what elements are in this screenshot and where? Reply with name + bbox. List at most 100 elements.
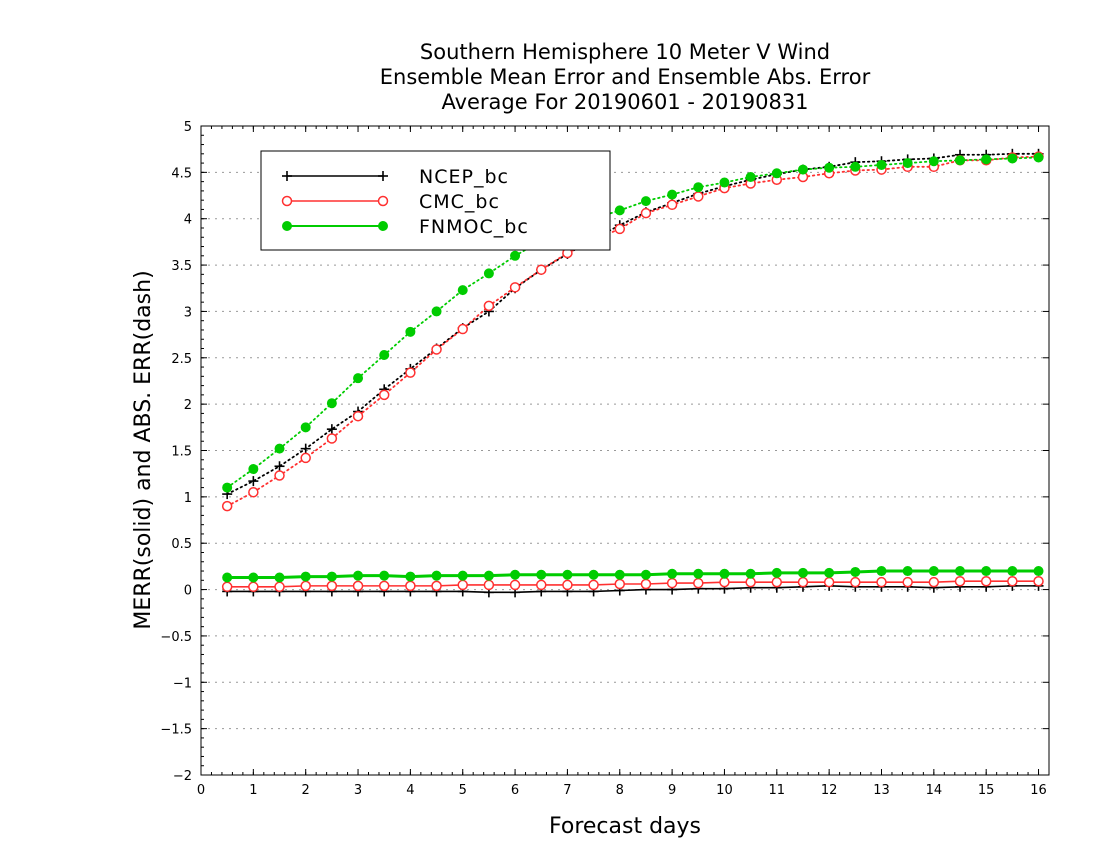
y-tick-label: −1 xyxy=(173,676,192,691)
merr-point-fnmoc-bc xyxy=(510,569,521,580)
x-tick-label: 15 xyxy=(978,783,995,798)
abserr-point-fnmoc-bc xyxy=(1033,152,1044,163)
abserr-line-fnmoc-bc xyxy=(226,156,1040,489)
y-tick-label: −0.5 xyxy=(160,630,192,645)
merr-point-fnmoc-bc xyxy=(667,568,678,579)
series-cmc-bc xyxy=(221,151,1044,593)
merr-point-fnmoc-bc xyxy=(431,570,442,581)
merr-point-cmc-bc xyxy=(483,579,495,591)
abserr-point-fnmoc-bc xyxy=(797,164,808,175)
abserr-point-cmc-bc xyxy=(483,300,495,312)
merr-point-fnmoc-bc xyxy=(222,572,233,583)
title-line-2: Ensemble Mean Error and Ensemble Abs. Er… xyxy=(380,65,871,89)
merr-point-cmc-bc xyxy=(797,576,809,588)
merr-point-fnmoc-bc xyxy=(719,568,730,579)
x-tick-label: 0 xyxy=(197,783,205,798)
y-tick-label: 2 xyxy=(184,398,192,413)
merr-point-fnmoc-bc xyxy=(693,568,704,579)
abserr-point-fnmoc-bc xyxy=(719,177,730,188)
abserr-point-fnmoc-bc xyxy=(379,350,390,361)
legend-entry-ncep-bc: NCEP_bc xyxy=(282,166,508,188)
merr-point-cmc-bc xyxy=(274,581,285,593)
merr-point-fnmoc-bc xyxy=(850,566,861,577)
abserr-point-fnmoc-bc xyxy=(405,326,416,337)
abserr-point-fnmoc-bc xyxy=(667,189,678,200)
abserr-point-cmc-bc xyxy=(405,367,416,378)
merr-point-cmc-bc xyxy=(719,576,730,588)
merr-point-cmc-bc xyxy=(300,580,311,592)
legend-marker-fnmoc-bc xyxy=(378,221,388,231)
legend-label-fnmoc-bc: FNMOC_bc xyxy=(419,216,529,238)
abserr-point-cmc-bc xyxy=(221,500,233,512)
abserr-point-cmc-bc xyxy=(457,323,468,335)
x-tick-label: 9 xyxy=(668,783,676,798)
y-tick-label: 3.5 xyxy=(171,259,192,274)
merr-point-cmc-bc xyxy=(378,580,390,592)
merr-point-fnmoc-bc xyxy=(353,570,364,581)
legend-marker-cmc-bc xyxy=(281,195,293,207)
abserr-point-cmc-bc xyxy=(535,264,547,275)
merr-point-cmc-bc xyxy=(248,581,259,593)
abserr-point-ncep-bc xyxy=(326,424,337,435)
merr-point-cmc-bc xyxy=(352,580,364,592)
abserr-point-fnmoc-bc xyxy=(353,373,364,384)
abserr-point-fnmoc-bc xyxy=(955,155,966,166)
x-tick-label: 1 xyxy=(249,783,257,798)
merr-point-fnmoc-bc xyxy=(300,571,311,582)
merr-point-fnmoc-bc xyxy=(1033,566,1044,577)
merr-point-cmc-bc xyxy=(1007,575,1018,587)
merr-point-fnmoc-bc xyxy=(955,566,966,577)
y-tick-label: 5 xyxy=(184,120,192,135)
merr-point-cmc-bc xyxy=(771,576,783,588)
merr-point-cmc-bc xyxy=(457,579,468,591)
legend-entry-fnmoc-bc: FNMOC_bc xyxy=(282,216,529,238)
merr-point-fnmoc-bc xyxy=(981,566,992,577)
merr-point-cmc-bc xyxy=(850,576,861,588)
chart-title: Southern Hemisphere 10 Meter V WindEnsem… xyxy=(380,40,871,114)
legend-marker-ncep-bc xyxy=(282,171,292,181)
merr-point-cmc-bc xyxy=(562,579,573,591)
merr-point-cmc-bc xyxy=(431,580,442,592)
abserr-point-fnmoc-bc xyxy=(248,464,259,475)
y-axis-label: MERR(solid) and ABS. ERR(dash) xyxy=(131,270,156,629)
series-fnmoc-bc xyxy=(222,152,1044,583)
legend-marker-cmc-bc xyxy=(377,195,389,207)
y-tick-label: −2 xyxy=(173,769,192,784)
abserr-point-cmc-bc xyxy=(640,207,652,219)
abserr-point-cmc-bc xyxy=(666,199,678,211)
abserr-point-fnmoc-bc xyxy=(850,161,861,172)
merr-point-cmc-bc xyxy=(588,579,599,591)
plot-frame xyxy=(200,125,1050,776)
x-tick-label: 5 xyxy=(459,783,467,798)
abserr-point-fnmoc-bc xyxy=(824,162,835,173)
legend-entry-cmc-bc: CMC_bc xyxy=(281,191,499,213)
merr-point-fnmoc-bc xyxy=(876,566,887,577)
abserr-point-cmc-bc xyxy=(431,344,442,355)
abserr-point-fnmoc-bc xyxy=(300,422,311,433)
merr-point-cmc-bc xyxy=(326,580,338,592)
abserr-point-cmc-bc xyxy=(509,282,521,293)
legend-marker-fnmoc-bc xyxy=(282,221,292,231)
x-axis-label: Forecast days xyxy=(549,814,701,839)
abserr-point-fnmoc-bc xyxy=(693,182,704,193)
abserr-point-fnmoc-bc xyxy=(510,250,521,261)
merr-point-fnmoc-bc xyxy=(457,570,468,581)
merr-point-cmc-bc xyxy=(640,578,652,590)
merr-point-cmc-bc xyxy=(221,581,233,593)
y-tick-label: 2.5 xyxy=(171,352,192,367)
merr-point-fnmoc-bc xyxy=(824,567,835,578)
merr-line-cmc-bc xyxy=(227,580,1039,588)
abserr-point-fnmoc-bc xyxy=(902,158,913,169)
merr-point-fnmoc-bc xyxy=(771,567,782,578)
abserr-point-fnmoc-bc xyxy=(222,482,233,493)
abserr-point-cmc-bc xyxy=(326,433,338,444)
merr-point-fnmoc-bc xyxy=(483,570,494,581)
series-group xyxy=(221,148,1044,598)
x-tick-label: 11 xyxy=(769,783,786,798)
merr-point-cmc-bc xyxy=(980,575,992,587)
merr-point-cmc-bc xyxy=(666,577,678,589)
merr-point-fnmoc-bc xyxy=(1007,566,1018,577)
x-tick-label: 8 xyxy=(616,783,624,798)
merr-point-fnmoc-bc xyxy=(405,571,416,582)
abserr-point-cmc-bc xyxy=(352,410,364,422)
